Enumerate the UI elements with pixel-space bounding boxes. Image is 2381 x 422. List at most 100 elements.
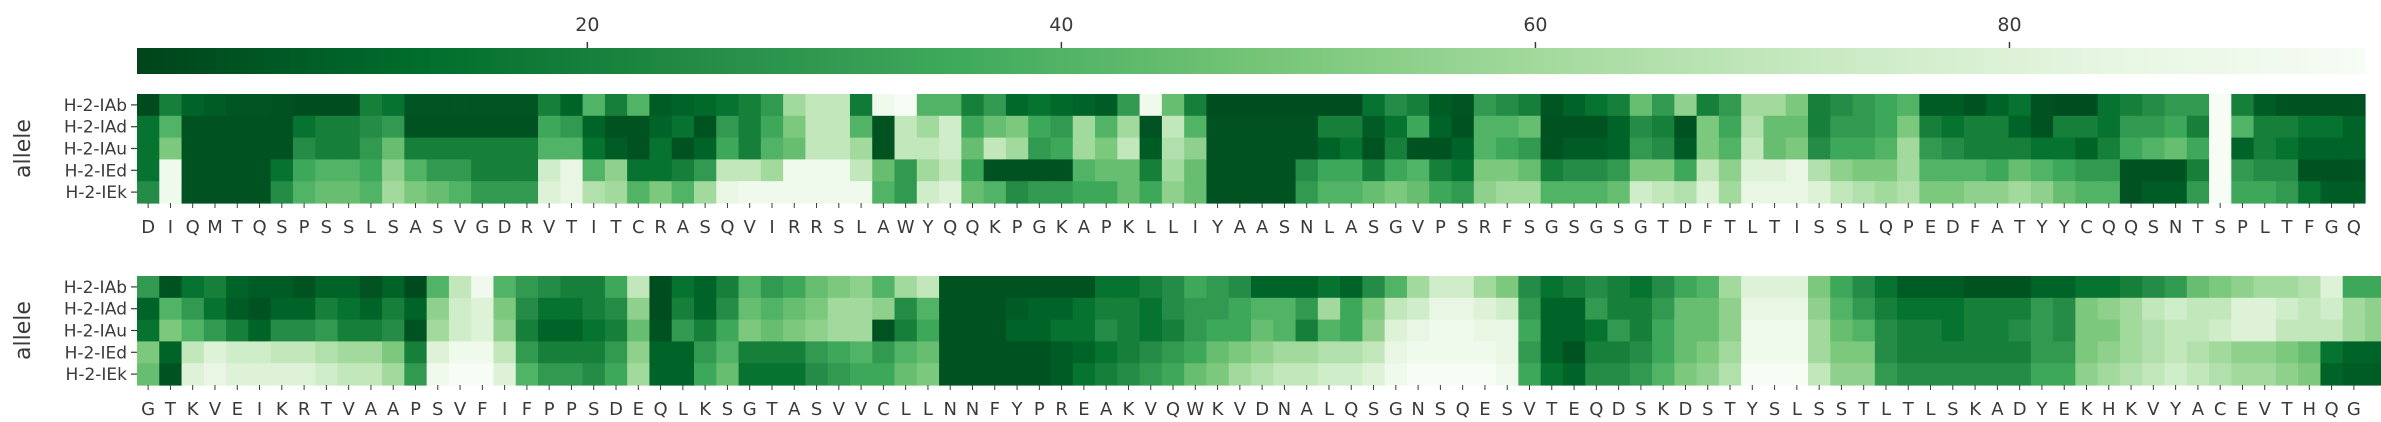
- heatmap-cell: [2030, 159, 2054, 182]
- heatmap-cell: [315, 276, 339, 299]
- residue-tick-label: G: [475, 217, 489, 238]
- residue-tick-label: Q: [252, 217, 266, 238]
- heatmap-cell: [2030, 115, 2054, 139]
- heatmap-cell: [604, 276, 628, 299]
- heatmap-cell: [2320, 297, 2344, 321]
- heatmap-cell: [2142, 115, 2166, 139]
- heatmap-cell: [1429, 341, 1453, 364]
- heatmap-cell: [1429, 363, 1453, 386]
- heatmap-cell: [181, 137, 205, 160]
- colorbar-tick-label: 20: [575, 14, 599, 36]
- heatmap-cell: [1072, 297, 1096, 321]
- heatmap-cell: [1473, 159, 1497, 182]
- heatmap-cell: [493, 319, 517, 342]
- heatmap-cell: [226, 363, 249, 386]
- heatmap-cell: [538, 159, 561, 182]
- heatmap-cell: [1674, 276, 1698, 299]
- residue-tick-label: E: [2059, 399, 2070, 420]
- heatmap-cell: [1562, 181, 1586, 204]
- heatmap-cell: [1518, 319, 1542, 342]
- heatmap-cell: [1362, 363, 1386, 386]
- heatmap-cell: [159, 181, 183, 204]
- heatmap-cell: [1362, 276, 1386, 299]
- heatmap-cell: [916, 181, 940, 204]
- heatmap-cell: [716, 115, 740, 139]
- heatmap-cell: [2075, 94, 2099, 117]
- heatmap-cell: [1496, 181, 1519, 204]
- heatmap-cell: [2365, 297, 2381, 321]
- heatmap-cell: [1072, 115, 1096, 139]
- heatmap-cell: [1206, 94, 1230, 117]
- residue-tick-label: Q: [965, 217, 979, 238]
- heatmap-cell: [916, 137, 940, 160]
- heatmap-cell: [1095, 276, 1118, 299]
- heatmap-cell: [1429, 297, 1453, 321]
- heatmap-cell: [1406, 137, 1430, 160]
- heatmap-cell: [939, 94, 962, 117]
- heatmap-cell: [1028, 297, 1052, 321]
- residue-tick-label: L: [1747, 217, 1757, 238]
- heatmap-cell: [2119, 137, 2143, 160]
- residue-tick-label: T: [1724, 217, 1737, 238]
- heatmap-cell: [1384, 297, 1408, 321]
- heatmap-cell: [538, 341, 561, 364]
- heatmap-cell: [1963, 181, 1987, 204]
- heatmap-cell: [805, 159, 829, 182]
- heatmap-cell: [1028, 363, 1052, 386]
- residue-tick-label: L: [366, 217, 376, 238]
- heatmap-cell: [315, 319, 339, 342]
- heatmap-cell: [2275, 181, 2299, 204]
- heatmap-cell: [1005, 181, 1029, 204]
- residue-tick-label: K: [2125, 399, 2138, 420]
- residue-tick-label: S: [432, 217, 443, 238]
- heatmap-cell: [1808, 319, 1831, 342]
- heatmap-cell: [1518, 115, 1542, 139]
- heatmap-cell: [627, 341, 651, 364]
- heatmap-cell: [894, 363, 918, 386]
- heatmap-cell: [382, 319, 405, 342]
- y-axis-label: allele: [11, 119, 36, 178]
- residue-tick-label: A: [877, 217, 890, 238]
- residue-tick-label: E: [1925, 217, 1936, 238]
- heatmap-cell: [783, 137, 806, 160]
- heatmap-cell: [226, 319, 249, 342]
- heatmap-cell: [1295, 341, 1319, 364]
- residue-tick-label: S: [1502, 399, 1513, 420]
- heatmap-cell: [894, 181, 918, 204]
- heatmap-cell: [159, 159, 183, 182]
- heatmap-cell: [2253, 319, 2277, 342]
- heatmap-cell: [671, 159, 695, 182]
- heatmap-cell: [694, 341, 717, 364]
- residue-tick-label: Y: [2035, 217, 2048, 238]
- residue-tick-label: T: [610, 217, 623, 238]
- residue-tick-label: S: [1769, 399, 1780, 420]
- heatmap-cell: [248, 137, 272, 160]
- heatmap-cell: [1897, 297, 1920, 321]
- heatmap-cell: [1206, 181, 1230, 204]
- heatmap-cell: [1251, 319, 1274, 342]
- heatmap-cell: [1919, 137, 1943, 160]
- heatmap-cell: [716, 94, 740, 117]
- heatmap-cell: [1161, 363, 1185, 386]
- heatmap-cell: [1986, 159, 2010, 182]
- heatmap-cell: [2231, 137, 2255, 160]
- heatmap-cell: [2253, 137, 2277, 160]
- heatmap-cell: [1852, 341, 1876, 364]
- heatmap-cell: [181, 363, 205, 386]
- heatmap-cell: [382, 137, 405, 160]
- heatmap-cell: [1919, 115, 1943, 139]
- heatmap-cell: [2142, 363, 2166, 386]
- heatmap-cell: [627, 115, 651, 139]
- heatmap-cell: [1652, 319, 1675, 342]
- heatmap-cell: [1607, 297, 1631, 321]
- heatmap-cell: [1785, 297, 1809, 321]
- heatmap-cell: [760, 115, 784, 139]
- heatmap-cell: [2298, 341, 2322, 364]
- heatmap-cell: [1696, 363, 1720, 386]
- heatmap-cell: [426, 276, 450, 299]
- heatmap-cell: [1362, 94, 1386, 117]
- heatmap-cell: [1473, 319, 1497, 342]
- heatmap-cell: [716, 137, 740, 160]
- heatmap-cell: [359, 159, 383, 182]
- heatmap-cell: [1808, 94, 1831, 117]
